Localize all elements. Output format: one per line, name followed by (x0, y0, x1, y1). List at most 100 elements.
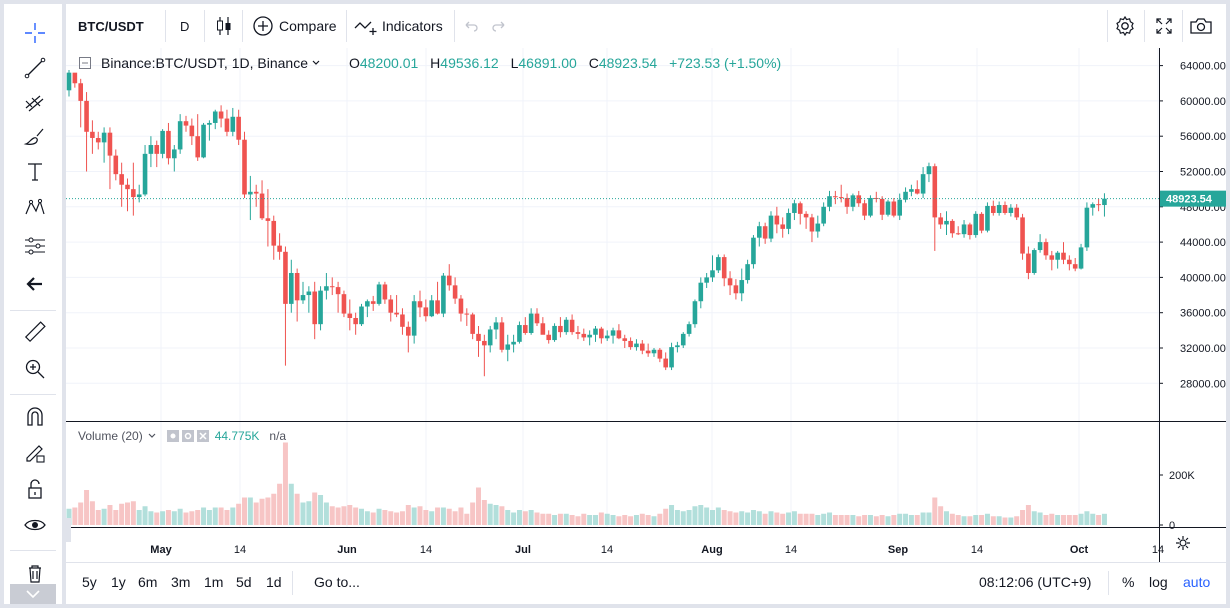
candle-up[interactable] (903, 191, 908, 200)
volume-bar-up[interactable] (961, 516, 967, 525)
candle-up[interactable] (376, 284, 382, 304)
volume-bar-up[interactable] (300, 502, 306, 526)
volume-bar-down[interactable] (458, 507, 464, 526)
candle-up[interactable] (365, 301, 370, 307)
candle-up[interactable] (739, 280, 745, 294)
candle-down[interactable] (733, 285, 739, 294)
indicators-button[interactable]: Indicators (354, 4, 443, 48)
candle-up[interactable] (1084, 207, 1090, 248)
compare-button[interactable]: Compare (252, 4, 337, 48)
unlock-icon[interactable] (20, 474, 50, 504)
ruler-icon[interactable] (20, 317, 50, 347)
candle-down[interactable] (125, 184, 130, 190)
volume-bar-up[interactable] (926, 512, 932, 526)
volume-bar-up[interactable] (593, 515, 598, 525)
candle-down[interactable] (218, 111, 224, 119)
undo-button[interactable] (462, 4, 480, 48)
volume-bar-up[interactable] (791, 511, 797, 525)
candle-up[interactable] (850, 195, 856, 207)
volume-bar-up[interactable] (142, 506, 148, 525)
volume-bar-down[interactable] (224, 510, 230, 525)
volume-bar-up[interactable] (610, 515, 616, 525)
volume-bar-down[interactable] (873, 516, 879, 525)
interval-button[interactable]: D (180, 4, 189, 48)
volume-bar-up[interactable] (850, 515, 856, 525)
volume-bar-up[interactable] (563, 513, 569, 525)
candle-up[interactable] (230, 116, 236, 132)
candle-down[interactable] (131, 189, 136, 198)
candle-up[interactable] (985, 205, 990, 231)
candle-up[interactable] (318, 290, 323, 325)
brush-icon[interactable] (20, 122, 50, 152)
candle-down[interactable] (616, 330, 622, 339)
volume-bar-up[interactable] (1055, 515, 1061, 525)
volume-bar-up[interactable] (206, 510, 212, 525)
candle-down[interactable] (406, 326, 411, 336)
volume-bar-down[interactable] (1049, 513, 1055, 525)
candle-down[interactable] (663, 358, 668, 368)
volume-bar-up[interactable] (1037, 512, 1043, 526)
candle-up[interactable] (716, 257, 721, 271)
candle-down[interactable] (95, 137, 101, 143)
volume-bar-down[interactable] (727, 511, 733, 525)
range-1d[interactable]: 1d (266, 574, 282, 590)
volume-bar-up[interactable] (587, 515, 593, 525)
volume-bar-down[interactable] (581, 513, 587, 525)
volume-bar-down[interactable] (347, 505, 353, 525)
candle-down[interactable] (388, 299, 394, 313)
candle-up[interactable] (944, 220, 949, 225)
volume-bar-down[interactable] (271, 493, 277, 525)
candle-down[interactable] (833, 196, 838, 198)
candle-down[interactable] (838, 197, 844, 199)
volume-bar-down[interactable] (423, 510, 429, 525)
volume-bar-up[interactable] (827, 512, 832, 526)
candle-up[interactable] (815, 223, 821, 232)
candle-down[interactable] (1096, 204, 1101, 206)
candle-down[interactable] (1014, 207, 1019, 218)
volume-bar-down[interactable] (856, 516, 862, 525)
volume-bar-down[interactable] (341, 506, 347, 525)
text-tool-icon[interactable] (20, 157, 50, 187)
volume-bar-down[interactable] (312, 492, 318, 526)
candle-down[interactable] (452, 285, 458, 299)
volume-bar-down[interactable] (154, 512, 160, 526)
volume-bar-down[interactable] (72, 507, 78, 526)
candle-down[interactable] (464, 313, 470, 315)
volume-bar-down[interactable] (1025, 505, 1031, 525)
volume-bar-down[interactable] (762, 513, 768, 525)
candle-down[interactable] (891, 201, 897, 216)
candle-up[interactable] (827, 196, 832, 207)
candle-up[interactable] (587, 334, 592, 338)
candle-up[interactable] (745, 264, 750, 281)
volume-bar-up[interactable] (996, 516, 1002, 525)
candle-up[interactable] (142, 153, 148, 195)
toolbar-scroll-down[interactable] (10, 584, 56, 604)
volume-bar-down[interactable] (832, 515, 838, 525)
candle-down[interactable] (991, 205, 996, 213)
candle-up[interactable] (563, 319, 569, 333)
candle-up[interactable] (593, 328, 598, 335)
volume-bar-down[interactable] (1020, 510, 1026, 525)
candle-down[interactable] (294, 272, 300, 301)
volume-bar-down[interactable] (557, 513, 563, 525)
candle-down[interactable] (166, 130, 171, 159)
chart-canvas[interactable]: 64000.0060000.0056000.0052000.0048000.00… (66, 48, 1226, 562)
candle-up[interactable] (429, 300, 434, 317)
volume-bar-down[interactable] (481, 500, 487, 525)
candle-up[interactable] (441, 275, 446, 314)
volume-bar-down[interactable] (265, 497, 271, 526)
volume-bar-down[interactable] (1096, 515, 1102, 525)
volume-bar-up[interactable] (786, 512, 792, 526)
candle-down[interactable] (797, 203, 803, 214)
candle-down[interactable] (581, 333, 587, 338)
candle-down[interactable] (780, 224, 785, 229)
candle-down[interactable] (195, 136, 200, 158)
candle-up[interactable] (868, 197, 873, 216)
volume-bar-up[interactable] (364, 511, 370, 525)
volume-bar-down[interactable] (803, 513, 809, 525)
volume-bar-down[interactable] (119, 503, 125, 525)
candle-down[interactable] (476, 333, 481, 341)
candle-down[interactable] (721, 257, 727, 279)
candle-down[interactable] (523, 325, 528, 333)
candle-up[interactable] (136, 194, 142, 198)
